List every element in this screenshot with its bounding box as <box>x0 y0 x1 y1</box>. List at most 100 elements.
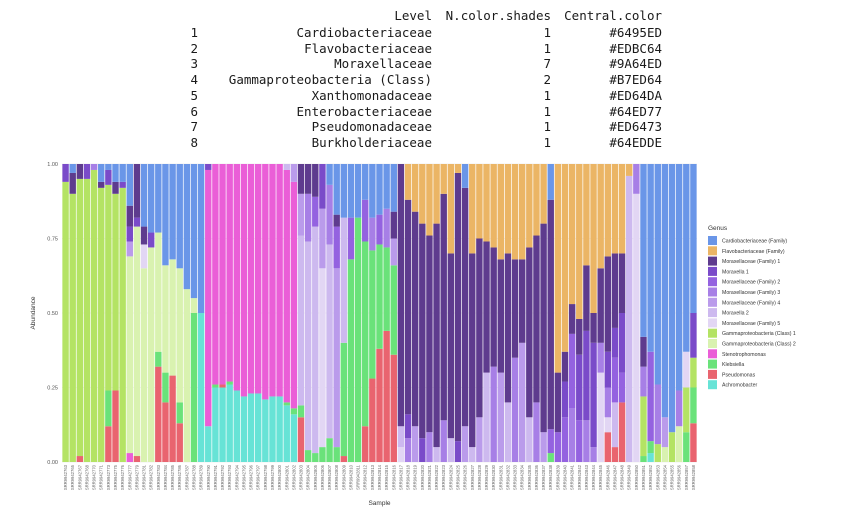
x-tick-label: SRR9942838 <box>548 464 553 490</box>
console-row-color: #ED64DA <box>609 87 662 103</box>
bar-segment <box>440 193 447 421</box>
bar-segment <box>683 387 690 433</box>
bar-segment <box>98 181 105 188</box>
bar-segment <box>90 169 98 462</box>
x-tick-label: SRR9942824 <box>448 464 453 490</box>
bar-segment <box>105 184 112 391</box>
bar-segment <box>133 164 141 218</box>
bar-segment <box>647 164 654 352</box>
bar-segment <box>583 164 590 266</box>
bar-segment <box>661 417 669 448</box>
bar-segment <box>411 211 419 427</box>
bar-segment <box>369 378 376 462</box>
legend-label: Moraxella 2 <box>722 311 749 317</box>
bar-segment <box>362 426 369 462</box>
x-tick-label: SRR9942827 <box>470 464 475 490</box>
bar-segment <box>476 238 483 418</box>
bar-segment <box>576 354 583 421</box>
bar-segment <box>162 265 169 373</box>
legend-label: Moraxella 1 <box>722 269 749 275</box>
bar-segment <box>390 164 397 212</box>
bar-segment <box>690 164 697 313</box>
console-row-color: #9A64ED <box>609 56 662 72</box>
bar-segment <box>490 366 497 462</box>
legend-swatch <box>708 328 717 338</box>
x-tick-label: SRR9942847 <box>612 464 617 490</box>
bar-segment <box>112 164 119 182</box>
bar-segment <box>640 456 647 462</box>
bar-segment <box>690 357 697 388</box>
bar-segment <box>404 438 412 462</box>
bar-segment <box>147 247 155 462</box>
console-row-color: #6495ED <box>609 25 662 40</box>
bar-segment <box>247 164 255 394</box>
bar-segment <box>511 164 519 260</box>
bar-segment <box>654 384 661 445</box>
bar-segment <box>76 164 84 179</box>
console-row-index: 5 <box>190 87 198 103</box>
bar-segment <box>233 164 241 391</box>
bar-segment <box>62 181 69 462</box>
x-tick-label: SRR9942782 <box>149 464 154 490</box>
bar-segment <box>83 178 91 462</box>
x-tick-label: SRR9942777 <box>127 464 132 490</box>
x-tick-label: SRR9942858 <box>691 464 696 490</box>
bar-segment <box>297 235 305 406</box>
bar-segment <box>397 164 405 427</box>
bar-segment <box>604 164 612 257</box>
bar-segment <box>683 432 690 462</box>
bar-segment <box>362 199 369 242</box>
bar-segment <box>269 164 276 397</box>
bar-segment <box>369 250 376 379</box>
bar-segment <box>169 375 176 462</box>
bar-segment <box>504 253 512 403</box>
x-tick-label: SRR9942813 <box>370 464 375 490</box>
bar-segment <box>140 268 148 462</box>
bar-segment <box>290 414 298 462</box>
bar-segment <box>511 357 519 462</box>
bar-segment <box>454 164 462 173</box>
bar-segment <box>497 164 504 260</box>
legend-label: Stenotrophomonas <box>722 352 766 358</box>
bar-segment <box>119 187 126 462</box>
console-row-color: #64ED77 <box>609 103 662 119</box>
legend-swatch <box>708 246 717 256</box>
bar-segment <box>126 256 133 454</box>
x-tick-label: SRR9942825 <box>455 464 460 490</box>
x-tick-label: SRR9942808 <box>334 464 339 490</box>
bar-segment <box>533 235 540 403</box>
bar-segment <box>647 441 654 454</box>
bar-segment <box>690 387 697 424</box>
bar-segment <box>304 241 312 451</box>
console-row-level: Pseudomonadaceae <box>311 119 432 135</box>
bar-segment <box>440 420 447 462</box>
bar-segment <box>518 342 526 462</box>
bar-segment <box>319 164 326 209</box>
y-axis-title: Abundance <box>30 296 37 329</box>
console-row-index: 1 <box>190 25 198 40</box>
bar-segment <box>240 396 248 462</box>
x-tick-label: SRR9942852 <box>648 464 653 490</box>
legend-label: Moraxellaceae (Family) 4 <box>722 300 780 306</box>
bar-segment <box>675 390 683 427</box>
x-tick-label: SRR9942788 <box>191 464 196 490</box>
x-tick-label: SRR9942829 <box>484 464 489 490</box>
bar-segment <box>140 164 148 227</box>
bar-segment <box>190 298 198 313</box>
bar-segment <box>283 164 290 170</box>
console-row-index: 4 <box>190 72 198 88</box>
bar-segment <box>461 426 469 462</box>
bar-segment <box>347 217 355 260</box>
bar-segment <box>568 408 576 462</box>
x-tick-label: SRR9942850 <box>634 464 639 490</box>
bar-segment <box>611 357 619 403</box>
legend-label: Moraxellaceae (Family) 5 <box>722 321 780 327</box>
bar-segment <box>155 366 162 462</box>
x-tick-label: SRR9942783 <box>156 464 161 490</box>
bar-segment <box>304 193 312 242</box>
bar-segment <box>526 247 533 418</box>
legend-label: Flavobacteriaceae (Family) <box>722 249 785 255</box>
x-tick-label: SRR9942822 <box>434 464 439 490</box>
bar-segment <box>269 396 276 462</box>
bar-segment <box>212 164 219 385</box>
